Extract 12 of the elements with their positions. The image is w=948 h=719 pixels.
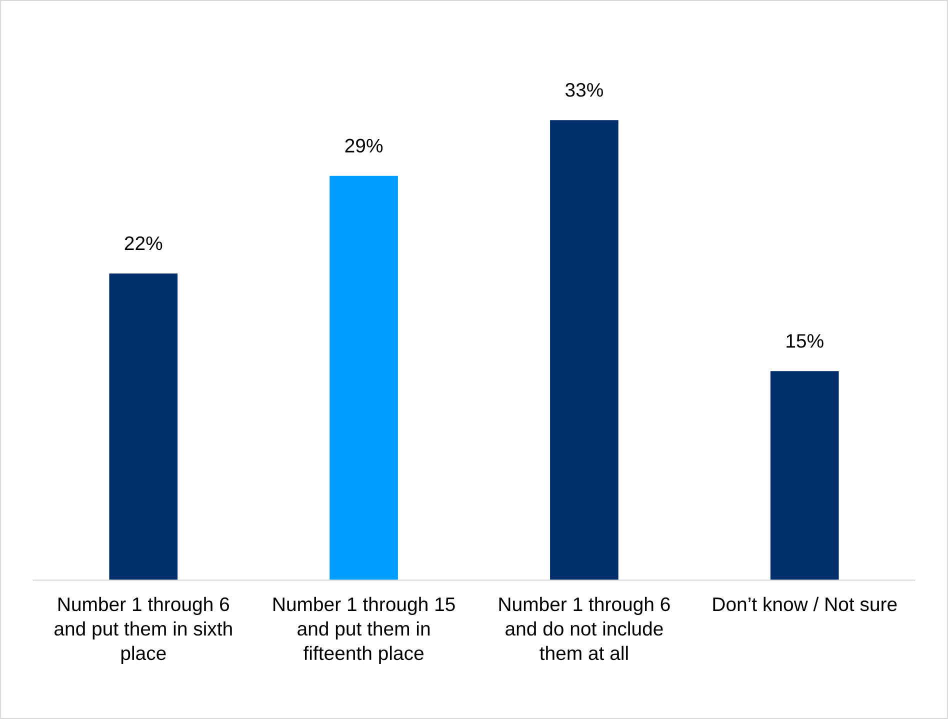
data-label: 22% (124, 236, 162, 250)
x-tick-label: Don’t know / Not sure (713, 596, 897, 612)
bar (770, 371, 839, 580)
x-tick-label: Number 1 through 6 and do not include them at all (499, 596, 670, 660)
bar (109, 273, 178, 580)
data-label: 15% (786, 334, 824, 348)
x-tick-label: Number 1 through 6 and put them in sixth place (54, 596, 232, 664)
bar (550, 120, 618, 580)
x-tick-label: Number 1 through 15 and put them in fifteenth place (274, 596, 455, 664)
data-label: 29% (345, 138, 383, 153)
data-label: 33% (565, 83, 603, 97)
bar (330, 176, 398, 580)
